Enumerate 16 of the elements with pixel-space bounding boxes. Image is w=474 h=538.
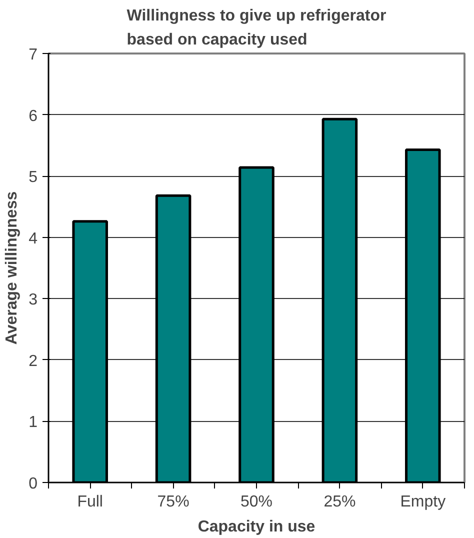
y-tick-label: 0 xyxy=(28,476,38,492)
y-tick-label: 7 xyxy=(28,46,38,64)
x-tick-label: 25% xyxy=(324,494,356,510)
y-tick-label: 5 xyxy=(28,169,38,186)
y-tick-label: 4 xyxy=(28,230,38,248)
y-tick-label: 1 xyxy=(28,414,38,432)
x-tick-label: 75% xyxy=(157,494,190,510)
y-axis-title: Average willingness xyxy=(4,191,21,345)
x-axis-title: Capacity in use xyxy=(198,518,316,536)
x-tick-label: Full xyxy=(77,494,103,510)
x-tick-label: Empty xyxy=(400,494,446,510)
chart-title: Willingness to give up refrigerator based on capacity used xyxy=(126,8,386,48)
y-tick-label: 6 xyxy=(28,108,38,125)
y-tick-label: 3 xyxy=(28,292,38,309)
y-tick-label: 2 xyxy=(28,352,38,370)
x-tick-label: 50% xyxy=(240,494,273,510)
